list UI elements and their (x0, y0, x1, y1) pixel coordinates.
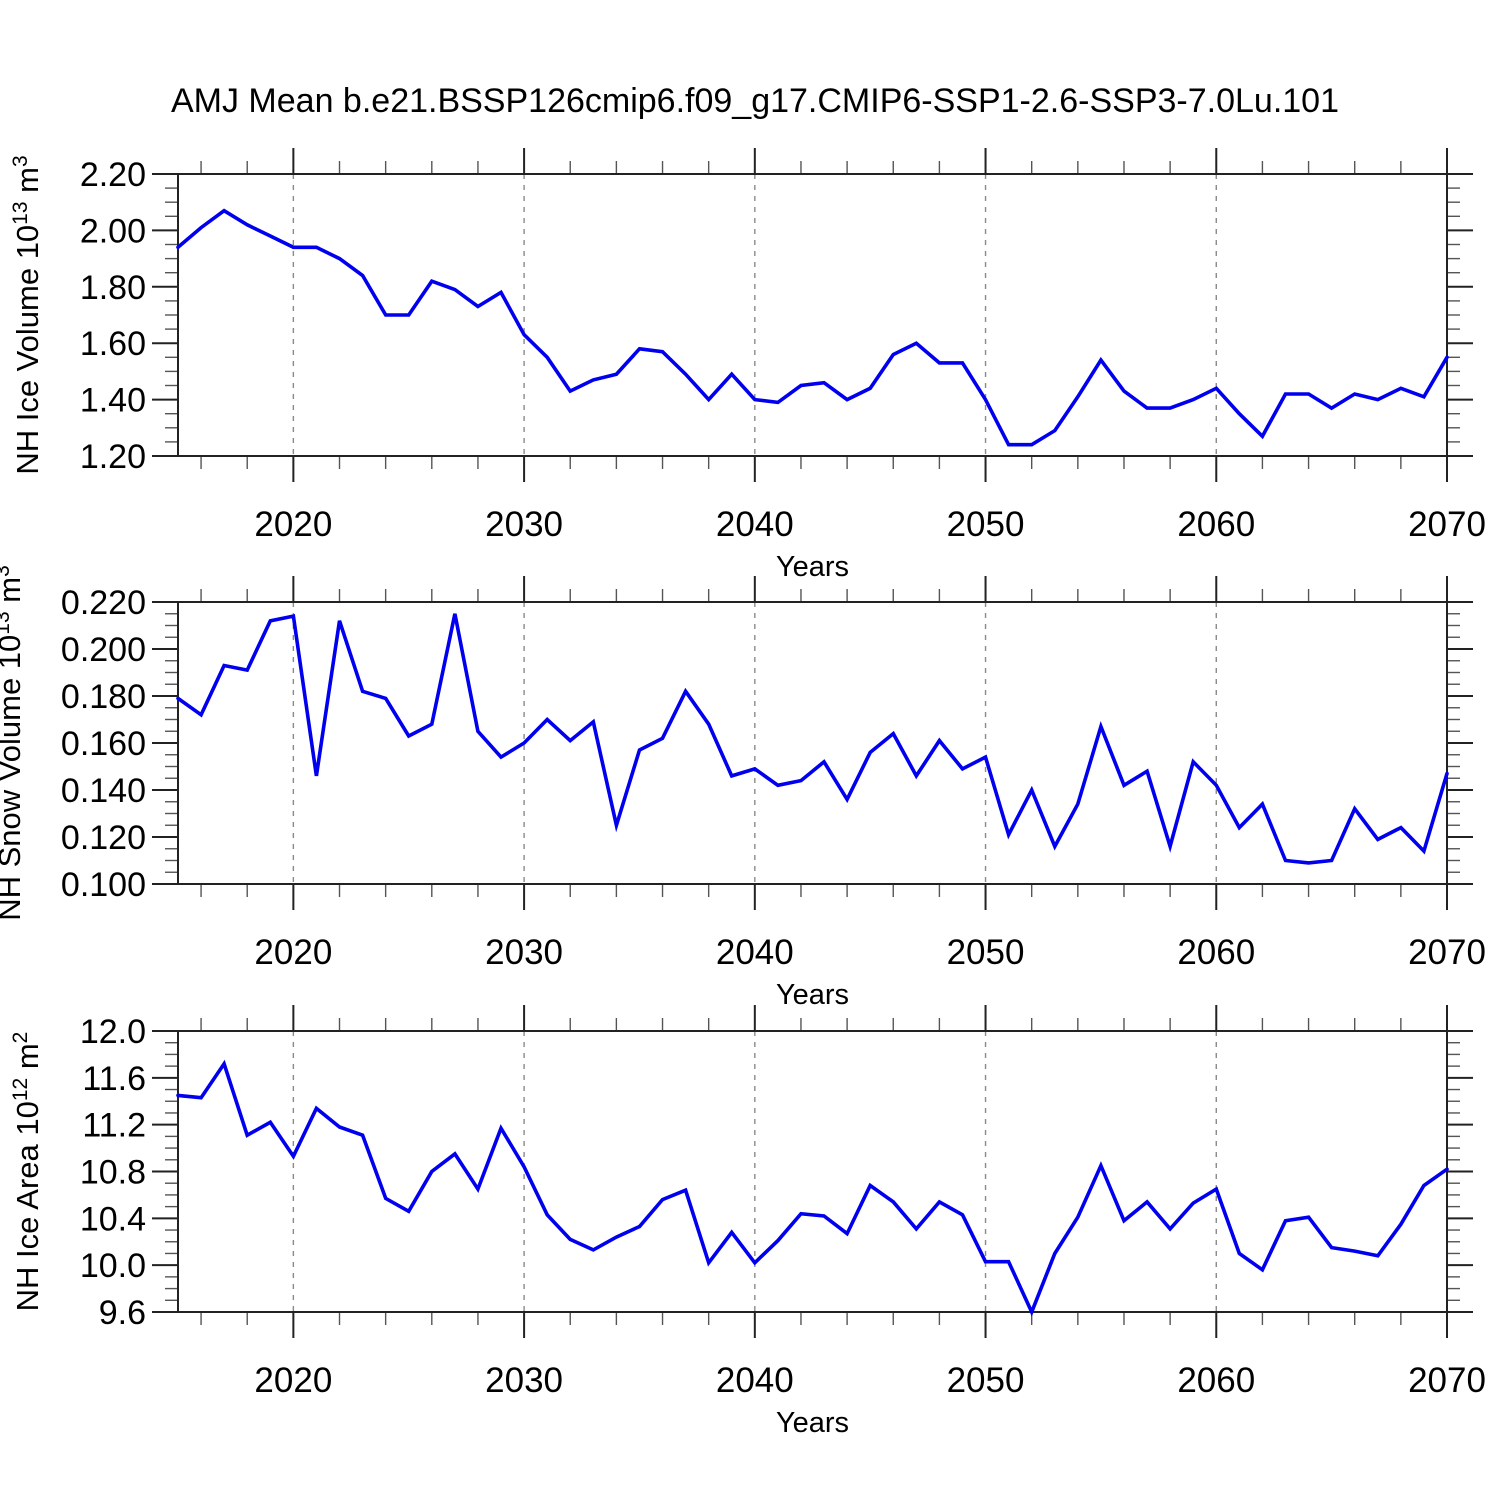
y-tick-label: 9.6 (99, 1294, 146, 1332)
y-tick-label: 12.0 (80, 1013, 146, 1051)
series-line-nh-ice-volume (176, 208, 1449, 447)
x-tick-label: 2020 (254, 933, 332, 972)
y-tick-label: 10.8 (80, 1154, 146, 1192)
y-tick-label: 0.220 (61, 584, 146, 622)
panel-frame (177, 601, 1448, 885)
x-tick-label: 2070 (1408, 505, 1486, 544)
y-tick-label: 11.6 (82, 1060, 146, 1098)
y-tick-label: 0.140 (61, 772, 146, 810)
x-tick-label: 2050 (947, 933, 1025, 972)
panel-nh-ice-volume: 1.20 1.40 1.60 1.80 2.00 2.20 2020 2030 2040 2050… (9, 148, 1486, 583)
y-tick-label: 1.20 (80, 438, 146, 476)
x-tick-label: 2030 (485, 505, 563, 544)
y-tick-label: 2.00 (80, 212, 146, 250)
y-tick-label: 1.80 (80, 269, 146, 307)
y-tick-label: 10.4 (80, 1200, 146, 1238)
x-tick-label: 2060 (1177, 1361, 1255, 1400)
y-tick-label: 1.40 (80, 382, 146, 420)
x-axis-title: Years (776, 979, 849, 1011)
y-tick-label: 0.200 (61, 631, 146, 669)
x-tick-label: 2030 (485, 1361, 563, 1400)
x-axis-title: Years (776, 1407, 849, 1439)
y-axis-title: NH Snow Volume 1013 m3 (0, 565, 27, 921)
x-tick-label: 2030 (485, 933, 563, 972)
y-tick-label: 0.180 (61, 678, 146, 716)
x-tick-label: 2060 (1177, 933, 1255, 972)
y-tick-label: 11.2 (82, 1107, 146, 1145)
x-axis-title: Years (776, 551, 849, 583)
series-line-nh-ice-area (176, 1059, 1449, 1317)
y-tick-label: 2.20 (80, 156, 146, 194)
x-tick-label: 2040 (716, 505, 794, 544)
panel-frame (177, 1030, 1448, 1313)
chart-title: AMJ Mean b.e21.BSSP126cmip6.f09_g17.CMIP… (170, 82, 1339, 120)
x-tick-label: 2070 (1408, 1361, 1486, 1400)
series-line-nh-snow-volume (176, 613, 1449, 865)
panel-frame (177, 173, 1448, 457)
x-tick-label: 2070 (1408, 933, 1486, 972)
y-tick-label: 0.160 (61, 725, 146, 763)
x-tick-label: 2060 (1177, 505, 1255, 544)
x-tick-label: 2050 (947, 1361, 1025, 1400)
y-tick-label: 10.0 (80, 1247, 146, 1285)
x-tick-label: 2040 (716, 933, 794, 972)
x-tick-label: 2020 (254, 505, 332, 544)
y-tick-label: 0.100 (61, 866, 146, 904)
x-tick-label: 2020 (254, 1361, 332, 1400)
y-axis-title: NH Ice Volume 1013 m3 (9, 155, 45, 474)
y-tick-label: 1.60 (80, 325, 146, 363)
x-tick-label: 2050 (947, 505, 1025, 544)
panel-nh-snow-volume: 0.100 0.120 0.140 0.160 0.180 0.200 0.220 2020 2… (0, 565, 1486, 1011)
y-tick-label: 0.120 (61, 819, 146, 857)
panel-nh-ice-area: 9.6 10.0 10.4 10.8 11.2 11.6 12.0 2020 2030 2040 2… (9, 1005, 1486, 1439)
y-axis-title: NH Ice Area 1012 m2 (9, 1032, 45, 1312)
x-tick-label: 2040 (716, 1361, 794, 1400)
